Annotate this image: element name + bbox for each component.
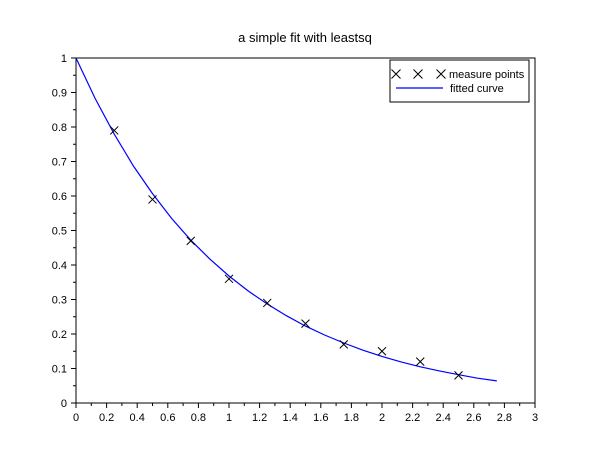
x-tick-label: 2.8	[497, 412, 512, 424]
x-tick-label: 1.6	[313, 412, 328, 424]
measure-point-marker	[109, 126, 119, 135]
legend-box	[389, 59, 530, 103]
measure-point-marker	[224, 274, 234, 284]
measure-point-marker	[301, 319, 310, 329]
y-tick-label: 0.6	[52, 191, 67, 203]
y-axis: 0 0.1 0.2 0.3 0.4 0.5 0.6 0.7 0.8 0.9 1	[52, 53, 76, 410]
x-tick-label: 1.2	[252, 412, 267, 424]
x-tick-label: 1.8	[344, 412, 359, 424]
x-tick-label: 0.2	[99, 412, 114, 424]
y-tick-label: 0.4	[52, 260, 67, 272]
y-tick-label: 0.2	[52, 329, 67, 341]
plot-border	[75, 57, 536, 404]
y-tick-label: 0.9	[52, 88, 67, 100]
x-tick-label: 2	[379, 412, 385, 424]
x-tick-label: 2.6	[466, 412, 481, 424]
y-tick-label: 0.7	[52, 157, 67, 169]
measure-point-marker	[339, 339, 349, 349]
legend-x-marker	[436, 69, 446, 79]
x-tick-label: 1.4	[283, 412, 298, 424]
x-tick-label: 1	[226, 412, 232, 424]
legend-label-measure-points: measure points	[449, 69, 525, 81]
legend: measure points fitted curve	[389, 59, 530, 103]
measure-point-marker	[148, 195, 157, 204]
y-tick-label: 0.1	[52, 364, 67, 376]
x-tick-label: 0.6	[160, 412, 175, 424]
x-tick-label: 2.2	[405, 412, 420, 424]
measure-point-marker	[186, 236, 196, 246]
y-tick-label: 1	[61, 53, 67, 65]
legend-marks	[391, 69, 446, 89]
x-tick-label: 0.4	[130, 412, 145, 424]
measure-points-series	[109, 126, 463, 380]
x-tick-label: 2.4	[436, 412, 451, 424]
measure-point-marker	[415, 357, 425, 366]
x-tick-label: 3	[532, 412, 538, 424]
y-tick-label: 0.8	[52, 122, 67, 134]
legend-x-marker	[391, 69, 401, 79]
fitted-curve-line	[75, 57, 497, 382]
x-tick-label: 0	[73, 412, 79, 424]
measure-point-marker	[454, 371, 463, 380]
measure-point-marker	[262, 298, 272, 308]
y-tick-label: 0.5	[52, 226, 67, 238]
x-tick-label: 0.8	[191, 412, 206, 424]
legend-x-marker	[413, 69, 423, 79]
legend-label-fitted-curve: fitted curve	[450, 83, 504, 95]
x-axis: 0 0.2 0.4 0.6 0.8 1 1.2 1.4 1.6 1.8 2 2.2 2.4 2.6 2.8 3	[73, 403, 538, 424]
measure-point-marker	[377, 346, 387, 356]
y-tick-label: 0.3	[52, 295, 67, 307]
y-tick-label: 0	[61, 398, 67, 410]
chart-title: a simple fit with leastsq	[238, 30, 372, 45]
